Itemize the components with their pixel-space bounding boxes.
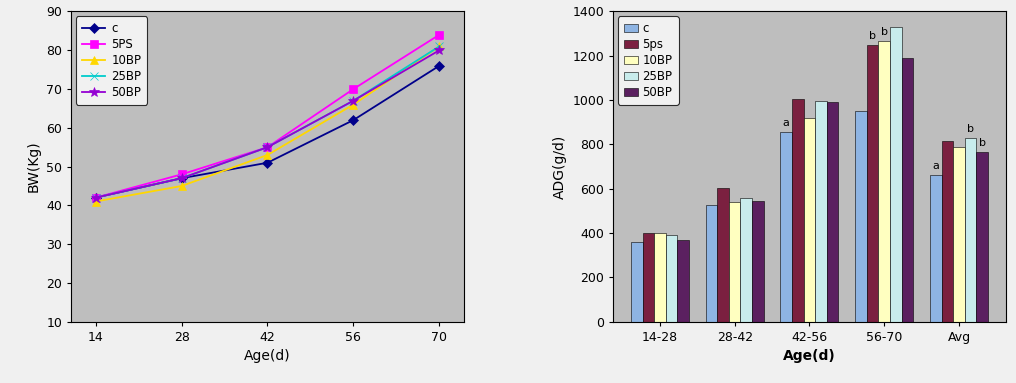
Bar — [741, 198, 752, 322]
25BP — [433, 44, 445, 49]
Line: 50BP: 50BP — [90, 46, 444, 203]
Legend: c, 5PS, 10BP, 25BP, 50BP: c, 5PS, 10BP, 25BP, 50BP — [76, 16, 147, 105]
Text: a: a — [933, 162, 939, 172]
50BP — [347, 98, 360, 103]
Bar — [815, 101, 827, 322]
50BP — [261, 145, 273, 149]
Bar — [855, 111, 867, 322]
Text: b: b — [869, 31, 876, 41]
Bar — [642, 233, 654, 322]
c — [433, 64, 445, 68]
X-axis label: Age(d): Age(d) — [244, 349, 291, 363]
50BP — [176, 176, 188, 180]
Line: 5PS: 5PS — [91, 31, 443, 202]
50BP — [89, 195, 102, 200]
10BP — [433, 44, 445, 49]
Bar — [879, 41, 890, 322]
Bar — [965, 138, 976, 322]
Bar — [665, 235, 678, 322]
Bar — [976, 152, 988, 322]
Text: b: b — [978, 138, 986, 148]
Text: b: b — [967, 124, 974, 134]
25BP — [347, 98, 360, 103]
Bar — [631, 242, 642, 322]
c — [89, 195, 102, 200]
5PS — [347, 87, 360, 92]
Bar — [752, 201, 764, 322]
Bar — [901, 58, 913, 322]
Legend: c, 5ps, 10BP, 25BP, 50BP: c, 5ps, 10BP, 25BP, 50BP — [618, 16, 679, 105]
Bar — [953, 147, 965, 322]
Bar — [890, 27, 901, 322]
5PS — [89, 195, 102, 200]
Text: a: a — [783, 118, 789, 128]
10BP — [176, 184, 188, 188]
X-axis label: Age(d): Age(d) — [783, 349, 836, 363]
Bar — [654, 233, 665, 322]
Line: 10BP: 10BP — [91, 42, 443, 206]
Bar — [867, 45, 879, 322]
Bar — [678, 240, 689, 322]
Y-axis label: BW(Kg): BW(Kg) — [26, 141, 41, 192]
25BP — [261, 145, 273, 149]
Bar — [780, 132, 792, 322]
Bar — [717, 188, 728, 322]
Bar — [706, 205, 717, 322]
Line: c: c — [92, 62, 443, 201]
Text: b: b — [881, 28, 888, 38]
Bar — [804, 118, 815, 322]
25BP — [89, 195, 102, 200]
5PS — [176, 172, 188, 177]
50BP — [433, 48, 445, 52]
c — [347, 118, 360, 123]
Bar — [728, 202, 741, 322]
5PS — [433, 33, 445, 37]
Line: 25BP: 25BP — [91, 42, 443, 202]
25BP — [176, 176, 188, 180]
Bar — [930, 175, 942, 322]
Bar — [942, 141, 953, 322]
Y-axis label: ADG(g/d): ADG(g/d) — [553, 134, 567, 199]
Bar — [827, 102, 838, 322]
Bar — [792, 99, 804, 322]
5PS — [261, 145, 273, 149]
10BP — [261, 153, 273, 157]
c — [176, 176, 188, 180]
c — [261, 160, 273, 165]
10BP — [347, 102, 360, 107]
10BP — [89, 199, 102, 204]
